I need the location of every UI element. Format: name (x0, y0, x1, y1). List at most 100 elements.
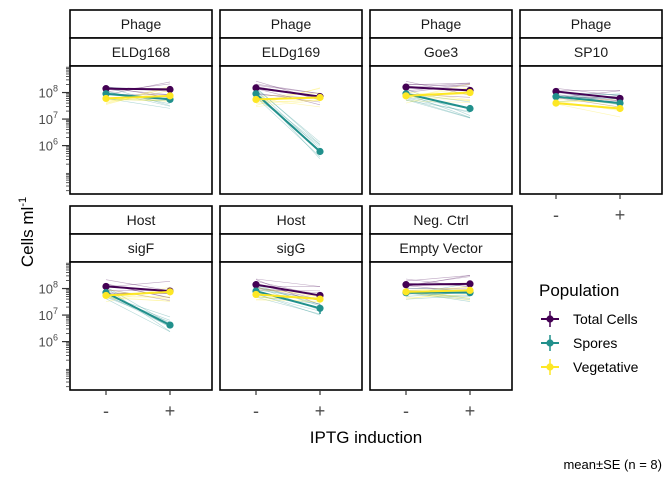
panel-frame (219, 261, 363, 391)
panel-frame (69, 261, 213, 391)
legend-item-vegetative: Vegetative (541, 359, 639, 375)
y-tick-base: 10 (39, 139, 53, 154)
replicate-line (255, 83, 321, 94)
panel-sp10: Phage SP10 (519, 9, 663, 195)
y-axis-title-superscript: -1 (17, 197, 29, 207)
panel-frame (69, 65, 213, 195)
facet-strip-strain (219, 233, 363, 263)
mean-line-vegetative (255, 96, 321, 101)
replicate-line (405, 99, 471, 112)
replicate-line (255, 88, 321, 104)
panel-frame (369, 261, 513, 391)
x-tick-label: - (103, 401, 109, 421)
point-spores (616, 99, 624, 107)
facet-label-strain: ELDg168 (112, 44, 171, 60)
replicate-line (405, 286, 471, 291)
point-vegetative (552, 99, 560, 107)
x-tick-label: - (253, 401, 259, 421)
replicate-line (405, 97, 471, 113)
point-total-cells (102, 282, 110, 291)
x-axis-empty-vector: - + (403, 390, 475, 421)
mean-line-spores (255, 290, 321, 310)
point-vegetative (402, 92, 410, 100)
point-total-cells (252, 84, 260, 92)
mean-line-total-cells (405, 86, 471, 92)
mean-line-vegetative (555, 102, 621, 110)
x-tick-label: - (553, 205, 559, 225)
facet-strip-strain (219, 37, 363, 67)
point-vegetative (166, 288, 174, 296)
point-total-cells (166, 85, 174, 94)
panel-frame (219, 65, 363, 195)
y-tick-base: 10 (39, 308, 53, 323)
facet-strip-group (219, 9, 363, 39)
legend-item-spores: Spores (541, 335, 617, 351)
y-tick-base: 10 (39, 86, 53, 101)
y-tick-base: 10 (39, 112, 53, 127)
replicate-line (105, 296, 171, 298)
point-vegetative (316, 295, 324, 303)
panel-eldg168: Phage ELDg168 (69, 9, 213, 195)
panel-empty-vector: Neg. Ctrl Empty Vector (369, 205, 513, 391)
replicate-line (255, 279, 321, 306)
replicate-line (405, 288, 471, 290)
replicate-line (405, 82, 471, 86)
replicate-line (255, 99, 321, 107)
replicate-line (555, 92, 621, 102)
y-axis-title: Cells ml-1 (17, 197, 37, 267)
panel-goe3: Phage Goe3 (369, 9, 513, 195)
replicate-line (405, 83, 471, 92)
point-vegetative (252, 290, 260, 299)
mean-line-total-cells (105, 87, 171, 91)
replicate-line (105, 98, 171, 109)
facet-strip-strain (369, 37, 513, 67)
replicate-line (105, 98, 171, 102)
replicate-line (105, 283, 171, 298)
point-vegetative (616, 104, 624, 113)
y-axis-title-main: Cells ml (18, 207, 37, 267)
replicate-line (255, 278, 321, 287)
facet-strip-group (369, 205, 513, 235)
replicate-line (255, 92, 321, 98)
point-vegetative (316, 93, 324, 102)
x-axis-sp10: - + (553, 194, 625, 225)
replicate-line (255, 88, 321, 106)
replicate-line (255, 296, 321, 315)
y-tick-exponent: 6 (53, 333, 58, 343)
y-tick-exponent: 8 (53, 280, 58, 290)
facet-label-group: Phage (421, 16, 462, 32)
facet-label-strain: Empty Vector (399, 240, 483, 256)
y-tick-label: 108 (39, 280, 58, 297)
panel-sigf: Host sigF (69, 205, 213, 391)
replicate-line (105, 295, 171, 298)
mean-line-spores (255, 93, 321, 153)
replicate-line (405, 98, 471, 119)
mean-line-total-cells (255, 283, 321, 297)
point-spores (166, 321, 174, 329)
y-tick-label: 106 (39, 137, 58, 154)
facet-label-strain: Goe3 (424, 44, 458, 60)
caption: mean±SE (n = 8) (563, 457, 662, 472)
facet-label-strain: sigG (277, 240, 306, 256)
facet-label-strain: ELDg169 (262, 44, 321, 60)
x-axis-sigg: - + (253, 390, 325, 421)
panels-layer: Phage ELDg168 Phage ELDg169 Phage Goe3 Phage SP… (69, 9, 663, 391)
x-tick-label: - (403, 401, 409, 421)
point-spores (466, 104, 474, 113)
facet-label-group: Phage (271, 16, 312, 32)
mean-line-vegetative (105, 94, 171, 100)
replicate-line (555, 94, 621, 102)
legend-label: Total Cells (573, 311, 638, 327)
mean-line-spores (105, 291, 171, 326)
y-tick-base: 10 (39, 335, 53, 350)
legend-label: Vegetative (573, 359, 639, 375)
replicate-line (555, 103, 621, 118)
y-tick-exponent: 7 (53, 110, 58, 120)
mean-line-vegetative (405, 289, 471, 293)
point-vegetative (166, 92, 174, 100)
point-total-cells (102, 85, 110, 93)
x-tick-label: + (465, 401, 476, 421)
mean-line-total-cells (105, 285, 171, 293)
replicate-line (555, 87, 621, 96)
legend-label: Spores (573, 335, 617, 351)
